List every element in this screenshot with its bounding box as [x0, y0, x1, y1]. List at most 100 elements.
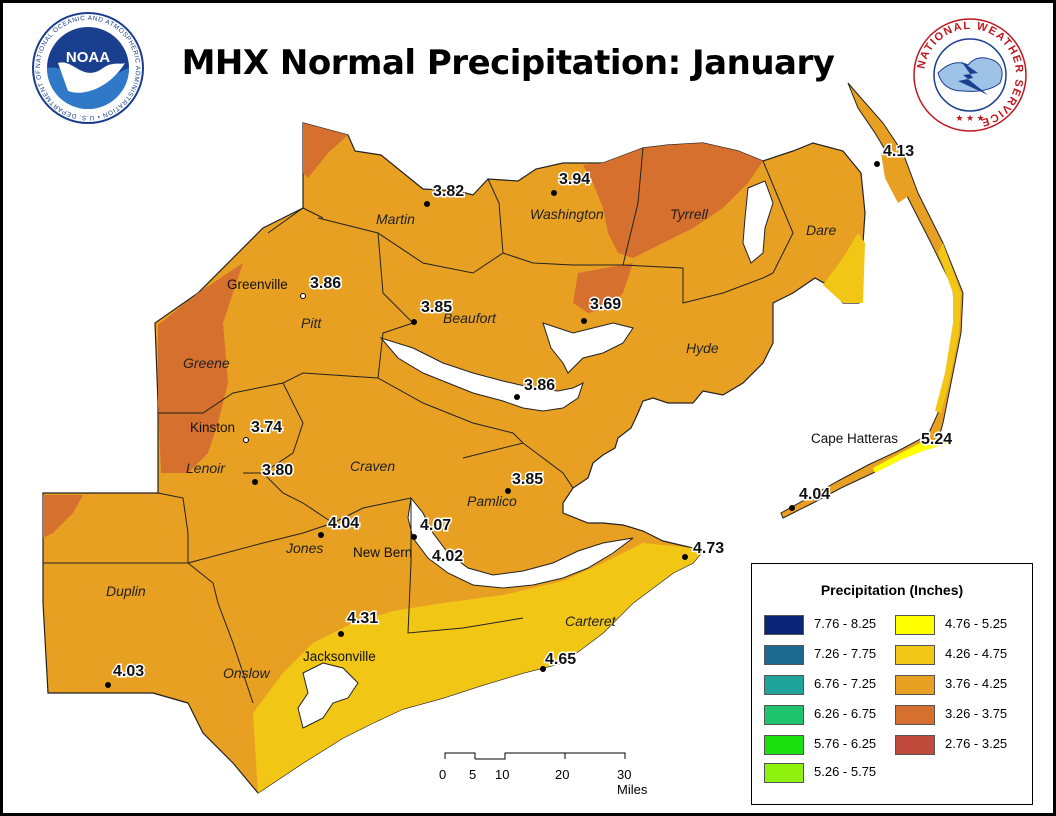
station-value: 3.94: [559, 171, 590, 188]
legend-title: Precipitation (Inches): [820, 582, 964, 598]
zone-4.26-4.75-south: [253, 543, 703, 793]
county-label-jones: Jones: [285, 540, 323, 556]
land-mainland: [42, 122, 866, 794]
station-dot: [300, 293, 306, 299]
zone-4.26-4.75-dare: [823, 233, 865, 303]
nws-logo: NATIONAL WEATHER SERVICE ★ ★ ★: [913, 18, 1027, 132]
pamlico-river-mouth: [542, 322, 634, 374]
county-label-washington: Washington: [530, 206, 604, 222]
county-label-hyde: Hyde: [686, 340, 719, 356]
outer-banks: [780, 82, 964, 519]
county-label-pitt: Pitt: [301, 315, 322, 331]
station-value: 4.07: [420, 517, 451, 534]
albemarle-sound-branch: [742, 180, 774, 264]
map-title: MHX Normal Precipitation: January: [181, 43, 835, 83]
county-label-greene: Greene: [183, 355, 230, 371]
station-value: 4.65: [545, 651, 576, 668]
legend-swatch: [895, 614, 935, 635]
scale-tick: 20: [555, 767, 570, 782]
neuse-river: [407, 496, 634, 589]
county-boundaries: [43, 147, 794, 704]
station-dot: [789, 505, 795, 511]
station-value: 3.74: [251, 419, 282, 436]
precipitation-map: Martin Washington Tyrrell Dare Pitt Beau…: [3, 3, 1027, 794]
legend-item: 6.76 - 7.25: [764, 674, 876, 695]
city-label-cape-hatteras: Cape Hatteras: [811, 431, 898, 446]
scale-tick: 5: [469, 767, 477, 782]
legend-item: 6.26 - 6.75: [764, 704, 876, 725]
svg-text:★ ★ ★: ★ ★ ★: [955, 113, 984, 123]
station-value: 3.86: [524, 377, 555, 394]
pamlico-river: [379, 337, 584, 412]
legend-item: 2.76 - 3.25: [895, 734, 1007, 755]
new-river: [297, 662, 359, 729]
station-markers: [105, 161, 880, 688]
legend-item: 7.26 - 7.75: [764, 644, 876, 665]
legend-item: 3.26 - 3.75: [895, 704, 1007, 725]
zone-3.26-3.75-sw: [43, 495, 83, 538]
legend-item: 7.76 - 8.25: [764, 614, 876, 635]
legend-swatch: [764, 734, 804, 755]
station-value: 4.31: [347, 610, 378, 627]
scale-tick: 0: [439, 767, 447, 782]
county-label-carteret: Carteret: [565, 613, 617, 629]
legend-item: 4.76 - 5.25: [895, 614, 1007, 635]
station-dot: [514, 394, 520, 400]
outer-banks-north: [881, 153, 913, 203]
city-label-jacksonville: Jacksonville: [303, 649, 376, 664]
legend: Precipitation (Inches) 7.76 - 8.25 7.26 …: [751, 563, 1033, 805]
station-value: 3.85: [421, 299, 452, 316]
station-dot: [411, 534, 417, 540]
city-label-new-bern: New Bern: [353, 545, 412, 560]
station-value: 3.86: [310, 275, 341, 292]
station-dot: [505, 488, 511, 494]
station-value: 4.03: [113, 663, 144, 680]
station-value: 4.73: [693, 540, 724, 557]
city-label-kinston: Kinston: [190, 420, 235, 435]
zone-3.26-3.75-north: [303, 123, 348, 178]
station-value: 4.02: [432, 548, 463, 565]
station-dot: [551, 190, 557, 196]
county-label-beaufort: Beaufort: [443, 310, 497, 326]
county-label-onslow: Onslow: [223, 665, 271, 681]
legend-item: 5.26 - 5.75: [764, 762, 876, 783]
station-dot: [243, 437, 249, 443]
zone-3.26-3.75-beaufort: [573, 263, 633, 313]
legend-swatch: [895, 704, 935, 725]
station-dot: [105, 682, 111, 688]
station-value: 3.82: [433, 183, 464, 200]
county-label-craven: Craven: [350, 458, 395, 474]
station-value: 3.69: [590, 296, 621, 313]
county-label-lenoir: Lenoir: [186, 460, 226, 476]
station-dot: [252, 479, 258, 485]
station-value: 5.24: [921, 431, 952, 448]
legend-swatch: [895, 734, 935, 755]
station-dot: [318, 532, 324, 538]
county-label-duplin: Duplin: [106, 583, 146, 599]
legend-item: 3.76 - 4.25: [895, 674, 1007, 695]
legend-item: 5.76 - 6.25: [764, 734, 876, 755]
zone-3.26-3.75-west: [158, 263, 243, 473]
outer-banks-hatteras: [873, 439, 948, 473]
legend-item: 4.26 - 4.75: [895, 644, 1007, 665]
city-label-greenville: Greenville: [227, 277, 288, 292]
station-value: 3.85: [512, 471, 543, 488]
legend-swatch: [895, 644, 935, 665]
station-dot: [682, 554, 688, 560]
station-value: 4.04: [328, 515, 359, 532]
station-dot: [424, 201, 430, 207]
county-label-martin: Martin: [376, 211, 415, 227]
zone-3.26-3.75-tyrrell: [583, 143, 763, 258]
station-dot: [540, 666, 546, 672]
legend-swatch: [764, 674, 804, 695]
noaa-logo: NATIONAL OCEANIC AND ATMOSPHERIC ADMINIS…: [3, 3, 144, 124]
station-value: 4.13: [883, 143, 914, 160]
station-dot: [411, 319, 417, 325]
county-label-tyrrell: Tyrrell: [670, 206, 709, 222]
county-label-dare: Dare: [806, 222, 837, 238]
scale-bar: 0 5 10 20 30 Miles: [433, 751, 647, 797]
station-dot: [874, 161, 880, 167]
legend-swatch: [764, 644, 804, 665]
scale-tick: 30 Miles: [617, 767, 648, 797]
